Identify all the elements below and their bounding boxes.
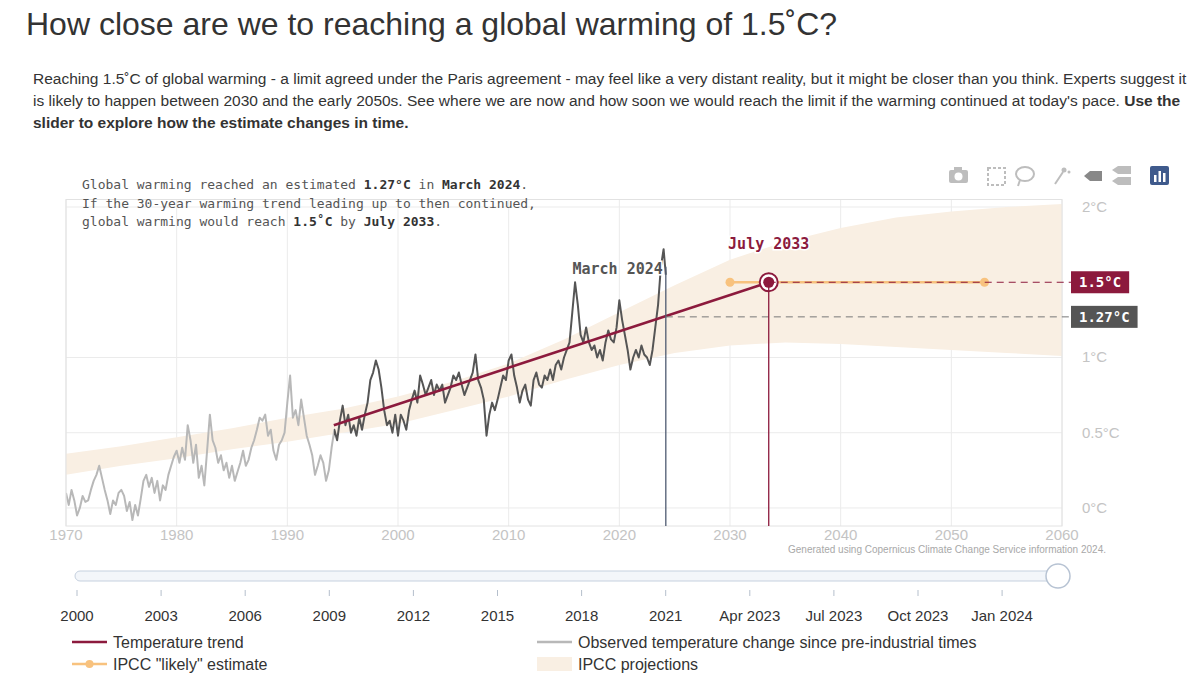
x-grid-line	[398, 200, 399, 527]
note-line: If the 30-year warming trend leading up …	[82, 196, 536, 211]
toolbar-icon[interactable]	[988, 168, 1005, 185]
series-marker	[726, 278, 735, 287]
x-tick-label: 2020	[603, 526, 636, 543]
plot-frame	[66, 200, 1062, 527]
y-tick-label: 1°C	[1082, 348, 1107, 365]
slider-tick	[749, 590, 750, 596]
y-tick-label: 0°C	[1082, 499, 1107, 516]
x-tick-label: 1970	[49, 526, 82, 543]
y-tick-label: 0.5°C	[1082, 424, 1120, 441]
slider-label[interactable]: 2009	[313, 607, 346, 624]
x-tick-label: 1980	[160, 526, 193, 543]
toolbar-icon[interactable]	[1055, 168, 1071, 185]
slider-tick	[77, 590, 78, 596]
legend-label: IPCC "likely" estimate	[113, 656, 268, 673]
projection-band	[66, 204, 1062, 475]
x-grid-line	[176, 200, 177, 527]
slider-tick	[161, 590, 162, 596]
annotation-value-box	[1071, 271, 1129, 293]
note-text: .	[520, 177, 528, 192]
annotation-value-label: 1.27°C	[1079, 309, 1130, 325]
slider-label[interactable]: Oct 2023	[888, 607, 949, 624]
note-text: If the 30-year warming trend leading up …	[82, 196, 536, 211]
annotation-vertical-line	[665, 267, 666, 526]
legend-label: Temperature trend	[113, 634, 244, 651]
slider-tick	[665, 590, 666, 596]
note-line: Global warming reached an estimated 1.27…	[82, 177, 528, 192]
legend-label: IPCC projections	[578, 656, 698, 673]
annotation-vertical-line	[768, 282, 769, 526]
note-text: 1.27°C	[364, 177, 411, 192]
slider-label[interactable]: 2003	[144, 607, 177, 624]
annotation-date-label: March 2024	[573, 260, 663, 278]
title: How close are we to reaching a global wa…	[26, 6, 837, 43]
credit: Generated using Copernicus Climate Chang…	[788, 544, 1106, 555]
subtitle-text: Reaching 1.5˚C of global warming - a lim…	[33, 70, 1186, 109]
note-text: in	[411, 177, 442, 192]
slider-label[interactable]: 2021	[649, 607, 682, 624]
annotations	[666, 267, 1071, 526]
annotation-value-label: 1.5°C	[1079, 274, 1121, 290]
slider-track[interactable]	[75, 571, 1060, 581]
slider-label[interactable]: Apr 2023	[719, 607, 780, 624]
slider-tick	[497, 590, 498, 596]
annotation-value-box	[1071, 306, 1138, 328]
toolbar-icon[interactable]	[949, 167, 968, 183]
annotation-dashed-line	[769, 282, 1071, 283]
slider-tick	[413, 590, 414, 596]
legend-item[interactable]: IPCC "likely" estimate	[72, 656, 268, 673]
series-line	[334, 282, 769, 425]
note-text: global warming would reach	[82, 214, 293, 229]
note-text: by	[332, 214, 363, 229]
slider-tick	[329, 590, 330, 596]
x-tick-label: 2060	[1045, 526, 1078, 543]
annotation-dashed-line	[666, 316, 1071, 317]
x-tick-label: 2010	[492, 526, 525, 543]
toolbar-icon[interactable]	[1112, 166, 1131, 185]
y-grid-line	[66, 507, 1062, 508]
slider-tick	[245, 590, 246, 596]
x-tick-label: 2050	[935, 526, 968, 543]
note-text: Global warming reached an estimated	[82, 177, 364, 192]
slider-label[interactable]: 2018	[565, 607, 598, 624]
grid	[66, 200, 1062, 527]
annotation-date-label: July 2033	[728, 235, 809, 253]
slider-tick	[1002, 590, 1003, 596]
toolbar-icon[interactable]	[1084, 171, 1102, 181]
toolbar-icon[interactable]	[1150, 166, 1169, 185]
slider-tick	[581, 590, 582, 596]
note-text: July 2033	[364, 214, 434, 229]
x-tick-label: 2040	[824, 526, 857, 543]
toolbar	[949, 166, 1169, 186]
note-text: 1.5˚C	[293, 214, 332, 229]
x-tick-label: 1990	[271, 526, 304, 543]
note-line: global warming would reach 1.5˚C by July…	[82, 214, 442, 229]
legend-item[interactable]: IPCC projections	[537, 656, 698, 673]
series-line	[66, 249, 666, 520]
slider-label[interactable]: 2006	[229, 607, 262, 624]
plot-area	[66, 204, 1062, 520]
legend-item[interactable]: Temperature trend	[72, 634, 244, 651]
y-tick-label: 2°C	[1082, 198, 1107, 215]
legend-label: Observed temperature change since pre-in…	[578, 634, 976, 651]
toolbar-icon[interactable]	[1016, 167, 1034, 186]
slider-tick	[918, 590, 919, 596]
note-text: .	[434, 214, 442, 229]
slider-label[interactable]: 2000	[60, 607, 93, 624]
slider-handle[interactable]	[1046, 564, 1070, 588]
time-slider: 2000 2003 2006 2009 2012 2015 2018 2021 Apr 2023…	[60, 564, 1070, 624]
x-tick-label: 2030	[713, 526, 746, 543]
slider-tick	[833, 590, 834, 596]
slider-label[interactable]: Jan 2024	[971, 607, 1033, 624]
legend: Temperature trend Observed temperature ch…	[72, 634, 976, 673]
x-grid-line	[287, 200, 288, 527]
legend-item[interactable]: Observed temperature change since pre-in…	[537, 634, 976, 651]
slider-label[interactable]: 2012	[397, 607, 430, 624]
slider-label[interactable]: 2015	[481, 607, 514, 624]
slider-label[interactable]: Jul 2023	[806, 607, 863, 624]
subtitle: Reaching 1.5˚C of global warming - a lim…	[33, 68, 1193, 134]
note-text: March 2024	[442, 177, 520, 192]
x-tick-label: 2000	[381, 526, 414, 543]
